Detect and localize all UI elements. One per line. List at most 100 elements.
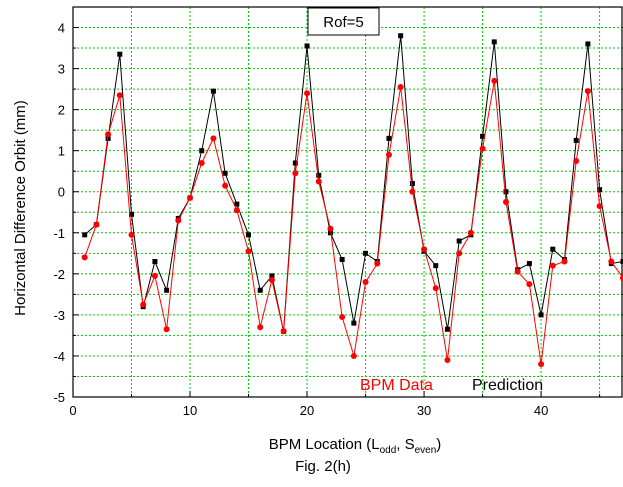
data-point [444,357,451,364]
data-point [304,43,310,49]
data-point [550,246,556,252]
x-axis-label-sub-odd: odd [380,445,397,456]
data-point [479,145,486,152]
data-point [163,326,170,333]
data-point [116,92,123,99]
data-point [210,88,216,94]
figure-caption: Fig. 2(h) [295,458,351,475]
x-tick-label: 10 [183,403,197,418]
y-tick-label: -1 [53,226,65,241]
data-point [491,39,497,45]
data-point [304,90,311,97]
y-tick-label: -3 [53,308,65,323]
data-point [128,231,135,238]
data-point [526,281,533,288]
data-point [117,51,123,57]
data-point [503,189,509,195]
plot-area-frame [72,6,623,398]
data-point [386,135,392,141]
data-point [385,151,392,158]
minor-ticks [73,47,601,397]
data-point [222,170,228,176]
data-point [222,182,229,189]
x-axis-label: BPM Location (Lodd, Seven) [269,436,442,456]
x-tick-label: 40 [534,403,548,418]
data-point [350,352,357,359]
data-point [620,274,623,281]
y-tick-label: 0 [58,185,65,200]
data-point [151,272,158,279]
data-point [257,287,263,293]
data-point [480,133,486,139]
x-tick-label: 30 [417,403,431,418]
x-axis-label-sep: , S [396,436,414,453]
data-point [561,258,568,265]
data-point [397,84,404,91]
data-point [374,260,381,267]
legend-bpm-data: BPM Data [360,377,433,394]
x-axis-label-sub-even: even [415,445,437,456]
legend-prediction: Prediction [472,377,543,394]
data-point [491,77,498,84]
series-layer [81,33,623,368]
data-point [152,259,158,265]
data-point [362,279,369,286]
y-tick-label: 2 [58,103,65,118]
data-point [596,203,603,210]
data-point [198,160,205,166]
data-point [467,229,474,236]
data-point [268,277,275,283]
annotation-box: Rof=5 [307,7,380,36]
data-point [292,170,299,177]
data-point [421,246,428,253]
x-axis-label-main: BPM Location (L [269,436,380,453]
data-point [316,172,322,178]
y-tick-label: -2 [53,267,65,282]
data-point [526,261,532,267]
data-point [327,225,334,232]
data-point [433,263,439,269]
data-point [351,320,357,326]
data-point [620,259,623,265]
data-point [280,328,287,335]
data-point [597,187,603,193]
data-point [245,248,252,255]
data-point [105,131,112,138]
data-point [140,301,147,308]
data-point [456,250,463,257]
data-point [573,157,580,164]
data-point [81,254,88,261]
data-point [432,285,439,292]
series-prediction [82,33,623,334]
data-point [538,361,545,368]
series-line [84,80,623,365]
y-tick-label: 4 [58,21,65,36]
y-axis-label: Horizontal Difference Orbit (mm) [12,100,29,316]
x-tick-label: 0 [69,403,76,418]
series-bpm-data [81,77,623,368]
data-point [269,273,275,279]
data-point [175,217,182,224]
data-point [82,232,88,238]
data-point [514,268,521,275]
x-tick-label: 20 [300,403,314,418]
legend: BPM Data Prediction [360,377,543,394]
data-point [187,194,194,201]
data-point [105,135,111,141]
data-point [210,135,217,142]
data-point [129,211,135,217]
data-point [585,41,591,47]
data-point [339,256,345,262]
data-point [292,160,298,166]
x-axis-label-end: ) [436,436,441,453]
data-point [363,250,369,256]
data-point [608,258,615,265]
data-point [502,199,509,205]
axis-ticks: 0 10 20 30 40 -5 -4 -3 -2 -1 0 1 2 3 4 [53,21,548,418]
data-point [93,221,100,228]
data-point [257,324,264,331]
y-tick-label: 3 [58,62,65,77]
data-point [409,181,415,187]
y-tick-label: -4 [53,349,65,364]
